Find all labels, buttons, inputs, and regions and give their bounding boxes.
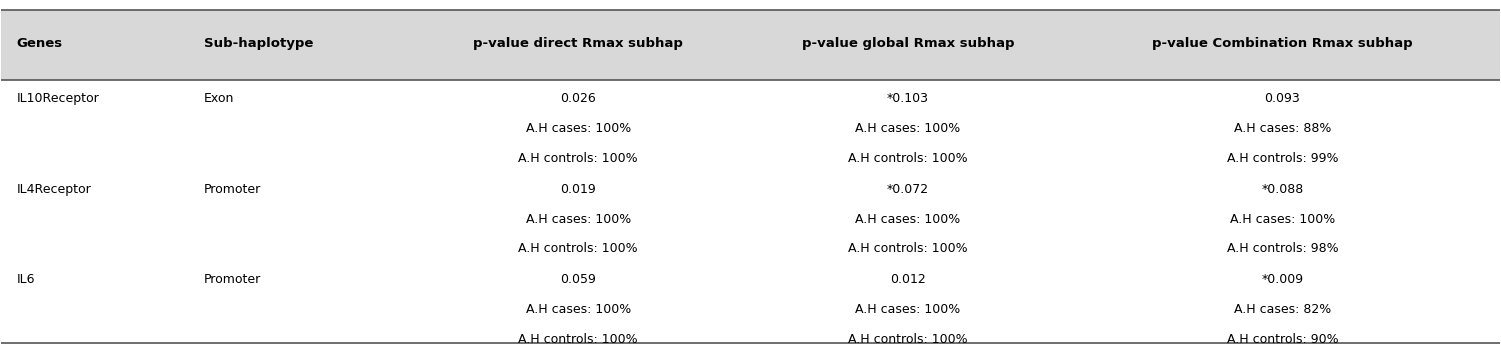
Text: 0.026: 0.026 bbox=[560, 92, 596, 105]
Text: A.H controls: 100%: A.H controls: 100% bbox=[848, 333, 968, 346]
Text: A.H cases: 88%: A.H cases: 88% bbox=[1234, 122, 1331, 135]
Text: Exon: Exon bbox=[204, 92, 234, 105]
Text: A.H controls: 100%: A.H controls: 100% bbox=[518, 333, 638, 346]
Text: IL10Receptor: IL10Receptor bbox=[17, 92, 99, 105]
Text: *0.009: *0.009 bbox=[1261, 273, 1303, 286]
Text: *0.072: *0.072 bbox=[887, 183, 929, 196]
Text: *0.103: *0.103 bbox=[887, 92, 929, 105]
Text: 0.012: 0.012 bbox=[890, 273, 926, 286]
Text: 0.019: 0.019 bbox=[560, 183, 596, 196]
Text: p-value direct Rmax subhap: p-value direct Rmax subhap bbox=[473, 37, 683, 50]
Text: A.H controls: 100%: A.H controls: 100% bbox=[518, 242, 638, 255]
Text: A.H cases: 100%: A.H cases: 100% bbox=[1229, 212, 1334, 226]
Text: Promoter: Promoter bbox=[204, 183, 261, 196]
Text: A.H cases: 100%: A.H cases: 100% bbox=[525, 122, 630, 135]
Text: A.H cases: 100%: A.H cases: 100% bbox=[525, 303, 630, 316]
Text: A.H cases: 100%: A.H cases: 100% bbox=[525, 212, 630, 226]
Text: A.H controls: 99%: A.H controls: 99% bbox=[1226, 152, 1337, 165]
Text: A.H controls: 90%: A.H controls: 90% bbox=[1226, 333, 1339, 346]
Text: 0.093: 0.093 bbox=[1264, 92, 1300, 105]
Text: IL4Receptor: IL4Receptor bbox=[17, 183, 92, 196]
Text: A.H controls: 100%: A.H controls: 100% bbox=[848, 152, 968, 165]
Text: Promoter: Promoter bbox=[204, 273, 261, 286]
FancyBboxPatch shape bbox=[2, 10, 1499, 80]
Text: A.H controls: 98%: A.H controls: 98% bbox=[1226, 242, 1339, 255]
Text: *0.088: *0.088 bbox=[1261, 183, 1303, 196]
Text: A.H cases: 82%: A.H cases: 82% bbox=[1234, 303, 1331, 316]
Text: Sub-haplotype: Sub-haplotype bbox=[204, 37, 314, 50]
Text: A.H controls: 100%: A.H controls: 100% bbox=[848, 242, 968, 255]
Text: A.H cases: 100%: A.H cases: 100% bbox=[856, 303, 961, 316]
Text: IL6: IL6 bbox=[17, 273, 35, 286]
Text: A.H cases: 100%: A.H cases: 100% bbox=[856, 212, 961, 226]
Text: p-value global Rmax subhap: p-value global Rmax subhap bbox=[802, 37, 1015, 50]
Text: A.H controls: 100%: A.H controls: 100% bbox=[518, 152, 638, 165]
Text: A.H cases: 100%: A.H cases: 100% bbox=[856, 122, 961, 135]
Text: 0.059: 0.059 bbox=[560, 273, 596, 286]
Text: p-value Combination Rmax subhap: p-value Combination Rmax subhap bbox=[1153, 37, 1412, 50]
Text: Genes: Genes bbox=[17, 37, 63, 50]
